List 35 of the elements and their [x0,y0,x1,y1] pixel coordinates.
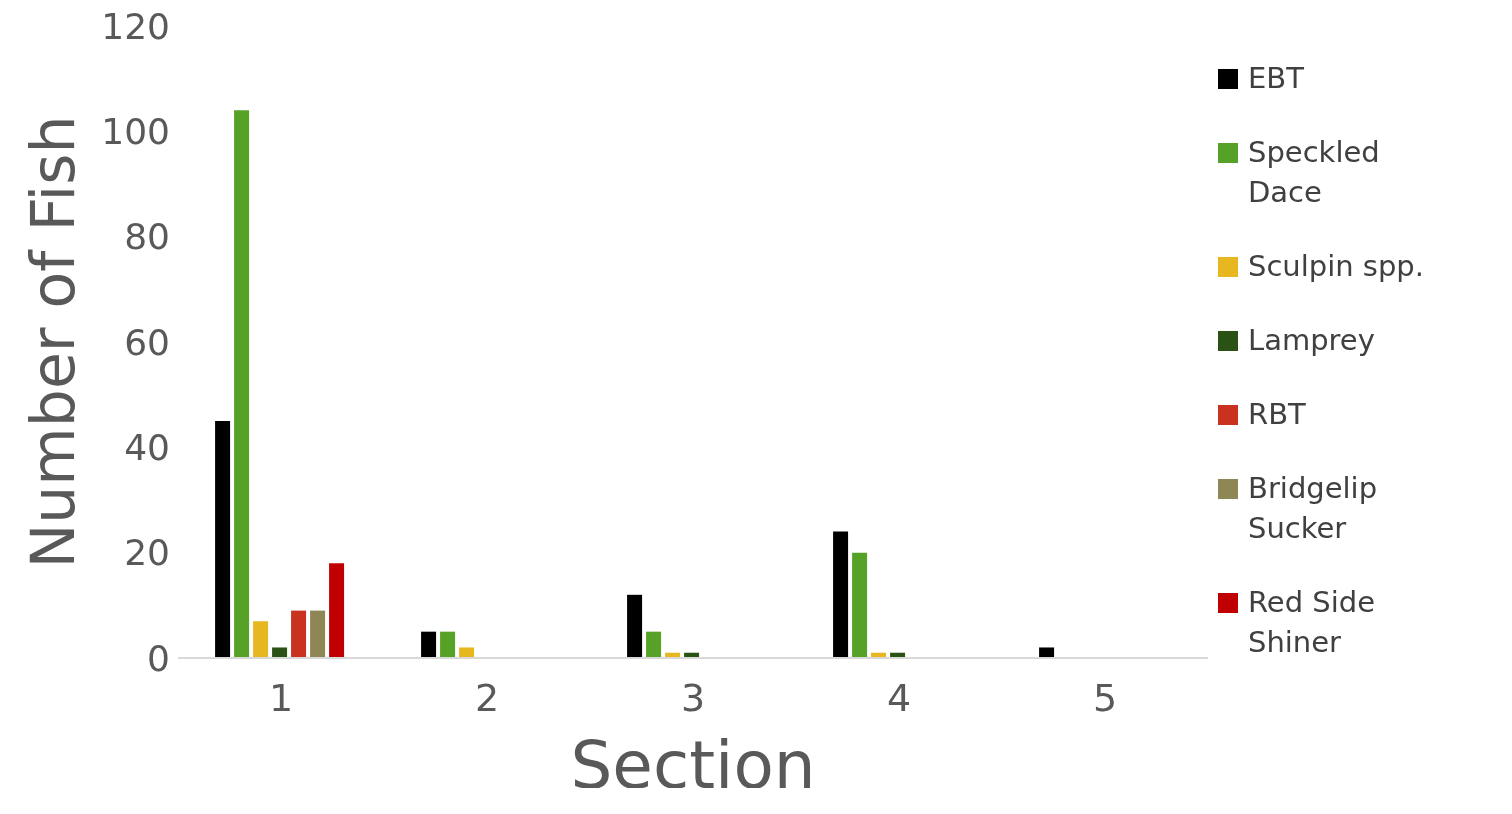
bar [421,631,437,658]
bar [646,631,662,658]
x-tick-label: 3 [680,675,706,720]
legend-label: Bridgelip Sucker [1248,470,1379,547]
x-tick-label: 5 [1092,675,1118,720]
y-tick-label: 60 [124,321,170,363]
x-tick-label: 2 [474,675,500,720]
bar [329,563,345,658]
bar [440,631,456,658]
y-tick-label: 120 [101,5,170,47]
y-tick-label: 0 [147,637,170,679]
legend-label: RBT [1248,396,1306,433]
legend-label: Red Side Shiner [1248,584,1377,661]
legend-label: EBT [1248,60,1304,97]
y-tick-label: 100 [101,111,170,153]
legend-label: Lamprey [1248,322,1375,359]
bar [459,647,475,658]
bar [253,621,269,658]
bar [627,594,643,658]
bar [852,552,868,658]
y-tick-label: 80 [124,216,170,258]
bar [272,647,288,658]
bar [310,610,326,658]
bar [1039,647,1055,658]
x-tick-label: 1 [268,675,294,720]
legend-label: Speckled Dace [1248,134,1381,211]
x-tick-label: 4 [886,675,912,720]
bar [234,110,250,658]
y-axis-title: Number of Fish [18,115,89,569]
bar [291,610,307,658]
legend-label: Sculpin spp. [1248,248,1424,285]
y-tick-label: 40 [124,427,170,469]
bar [215,421,231,658]
y-tick-label: 20 [124,532,170,574]
bar [833,531,849,658]
